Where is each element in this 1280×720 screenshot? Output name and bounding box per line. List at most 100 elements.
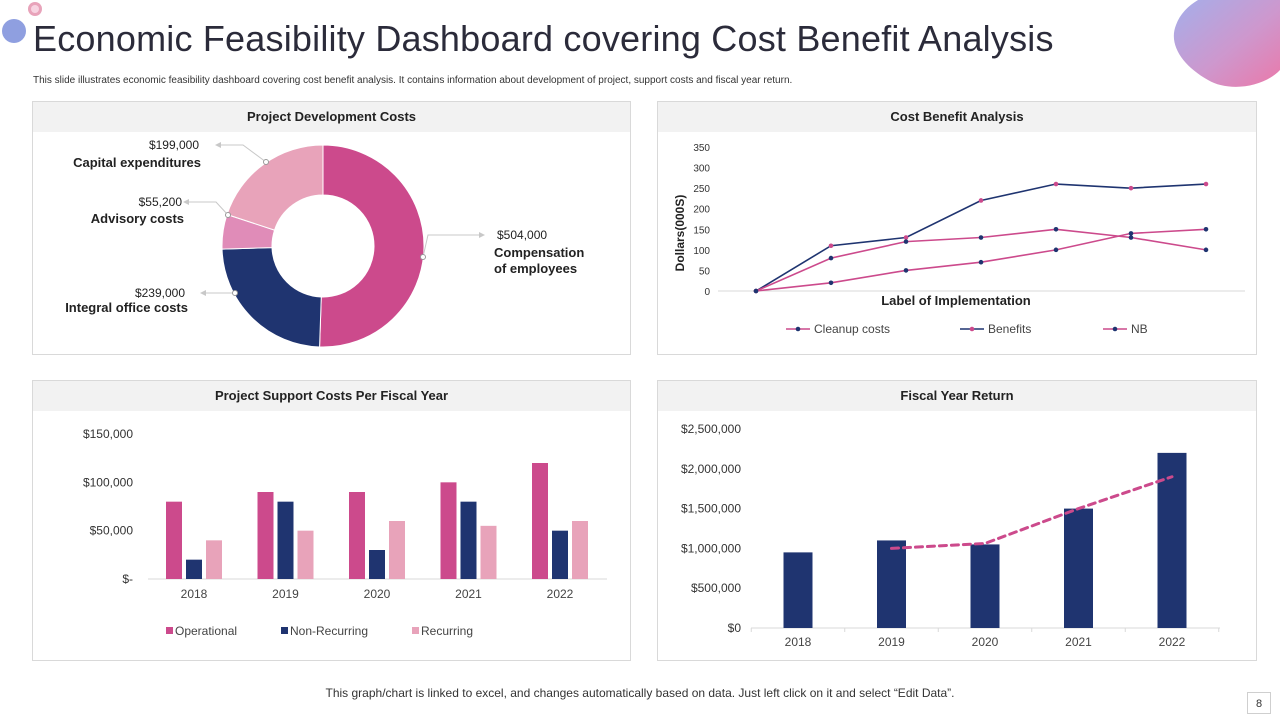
legend-label: NB xyxy=(1131,322,1148,336)
bar[interactable] xyxy=(186,559,202,579)
line-chart[interactable]: 0 50 100 150 200 250 300 350 Label of Implement… xyxy=(658,102,1258,356)
leader-line-capital xyxy=(218,144,267,163)
x-tick-label: 2022 xyxy=(547,587,574,601)
data-point[interactable] xyxy=(1203,247,1209,253)
data-point[interactable] xyxy=(1128,235,1134,240)
x-tick-label: 2018 xyxy=(181,587,208,601)
grouped-bar-chart[interactable]: $- $50,000 $100,000 $150,000 2018 2019 2020 20… xyxy=(33,381,632,662)
donut-slice[interactable] xyxy=(319,144,425,348)
y-tick-label: $100,000 xyxy=(83,475,133,489)
leader-arrow xyxy=(183,199,189,205)
bar[interactable] xyxy=(349,492,365,579)
page-title: Economic Feasibility Dashboard covering … xyxy=(33,18,1054,59)
legend-swatch xyxy=(281,627,288,634)
data-point[interactable] xyxy=(1203,226,1209,232)
x-tick-label: 2021 xyxy=(1065,635,1092,649)
bar[interactable] xyxy=(277,501,294,579)
project-support-costs-panel: Project Support Costs Per Fiscal Year $-… xyxy=(32,380,631,661)
x-tick-label: 2019 xyxy=(272,587,299,601)
data-point[interactable] xyxy=(978,235,984,240)
data-point[interactable] xyxy=(903,239,909,244)
y-tick-label: $1,500,000 xyxy=(681,502,741,516)
leader-arrow xyxy=(200,290,206,296)
bar-trend-chart[interactable]: $0 $500,000 $1,000,000 $1,500,000 $2,000,000… xyxy=(658,381,1258,662)
y-tick-label: $2,500,000 xyxy=(681,422,741,436)
donut-slice[interactable] xyxy=(226,144,324,231)
data-point[interactable] xyxy=(1053,247,1059,253)
y-tick-label: $0 xyxy=(728,621,742,635)
bar[interactable] xyxy=(460,501,477,579)
data-point[interactable] xyxy=(903,268,909,273)
legend-marker xyxy=(795,326,801,332)
y-tick-label: $2,000,000 xyxy=(681,462,741,476)
leader-arrow xyxy=(215,142,221,148)
bar[interactable] xyxy=(1157,452,1187,628)
panel-title: Project Support Costs Per Fiscal Year xyxy=(33,381,630,411)
bar[interactable] xyxy=(572,521,588,579)
slice-name-label: Integral office costs xyxy=(65,300,188,315)
x-tick-label: 2022 xyxy=(1159,635,1186,649)
bar[interactable] xyxy=(552,530,568,579)
project-development-costs-panel: Project Development Costs $504,000 Compe… xyxy=(32,101,631,355)
leader-line-advisory xyxy=(186,201,229,216)
data-point[interactable] xyxy=(828,255,834,261)
y-tick-label: $150,000 xyxy=(83,427,133,441)
slice-name-label: of employees xyxy=(494,261,577,276)
bar[interactable] xyxy=(297,530,314,579)
data-point[interactable] xyxy=(1128,185,1134,191)
bar[interactable] xyxy=(532,463,548,579)
data-point[interactable] xyxy=(978,198,984,203)
legend-label: Benefits xyxy=(988,322,1031,336)
y-tick-label: 300 xyxy=(693,164,710,175)
panel-title: Fiscal Year Return xyxy=(658,381,1256,411)
bar[interactable] xyxy=(257,492,274,579)
y-tick-label: 250 xyxy=(693,184,710,195)
decorative-circles xyxy=(2,2,42,43)
data-point[interactable] xyxy=(1128,231,1134,236)
slice-value-label: $199,000 xyxy=(149,138,199,152)
y-tick-label: $500,000 xyxy=(691,581,741,595)
bar[interactable] xyxy=(389,521,405,579)
bar[interactable] xyxy=(783,552,813,628)
donut-slice[interactable] xyxy=(221,247,322,348)
data-point[interactable] xyxy=(1053,226,1059,232)
legend-marker xyxy=(969,326,975,332)
bar[interactable] xyxy=(480,525,497,579)
bar[interactable] xyxy=(369,550,385,579)
data-point[interactable] xyxy=(903,235,909,240)
x-tick-label: 2020 xyxy=(364,587,391,601)
bar[interactable] xyxy=(166,501,182,579)
y-tick-label: 150 xyxy=(693,225,710,236)
leader-dot xyxy=(232,290,238,296)
bar[interactable] xyxy=(1064,508,1093,628)
y-tick-label: 350 xyxy=(693,143,710,154)
data-point[interactable] xyxy=(978,259,984,265)
y-axis-title: Dollars(000S) xyxy=(673,195,687,272)
footer-note: This graph/chart is linked to excel, and… xyxy=(325,686,955,700)
bar[interactable] xyxy=(877,540,906,628)
data-point[interactable] xyxy=(828,243,834,249)
data-point[interactable] xyxy=(753,288,759,294)
y-tick-label: 0 xyxy=(704,287,710,298)
x-axis-title: Label of Implementation xyxy=(881,293,1031,308)
leader-dot xyxy=(263,159,269,165)
data-point[interactable] xyxy=(828,280,834,286)
panel-title: Project Development Costs xyxy=(33,102,630,132)
slice-value-label: $239,000 xyxy=(135,286,185,300)
slice-name-label: Compensation xyxy=(494,245,584,260)
bar[interactable] xyxy=(206,540,222,579)
trend-line[interactable] xyxy=(890,475,1174,550)
donut-chart[interactable]: $504,000 Compensation of employees $199,… xyxy=(33,102,632,356)
page-number: 8 xyxy=(1247,692,1271,714)
bar[interactable] xyxy=(970,544,1000,628)
leader-dot xyxy=(225,212,231,218)
data-point[interactable] xyxy=(1203,181,1209,187)
slice-name-label: Capital expenditures xyxy=(73,155,201,170)
x-tick-label: 2019 xyxy=(878,635,905,649)
bar[interactable] xyxy=(440,482,457,579)
legend-marker xyxy=(1112,326,1118,332)
page-subtitle: This slide illustrates economic feasibil… xyxy=(33,75,793,86)
legend-label: Operational xyxy=(175,624,237,638)
data-point[interactable] xyxy=(1053,181,1059,187)
legend-swatch xyxy=(412,627,419,634)
